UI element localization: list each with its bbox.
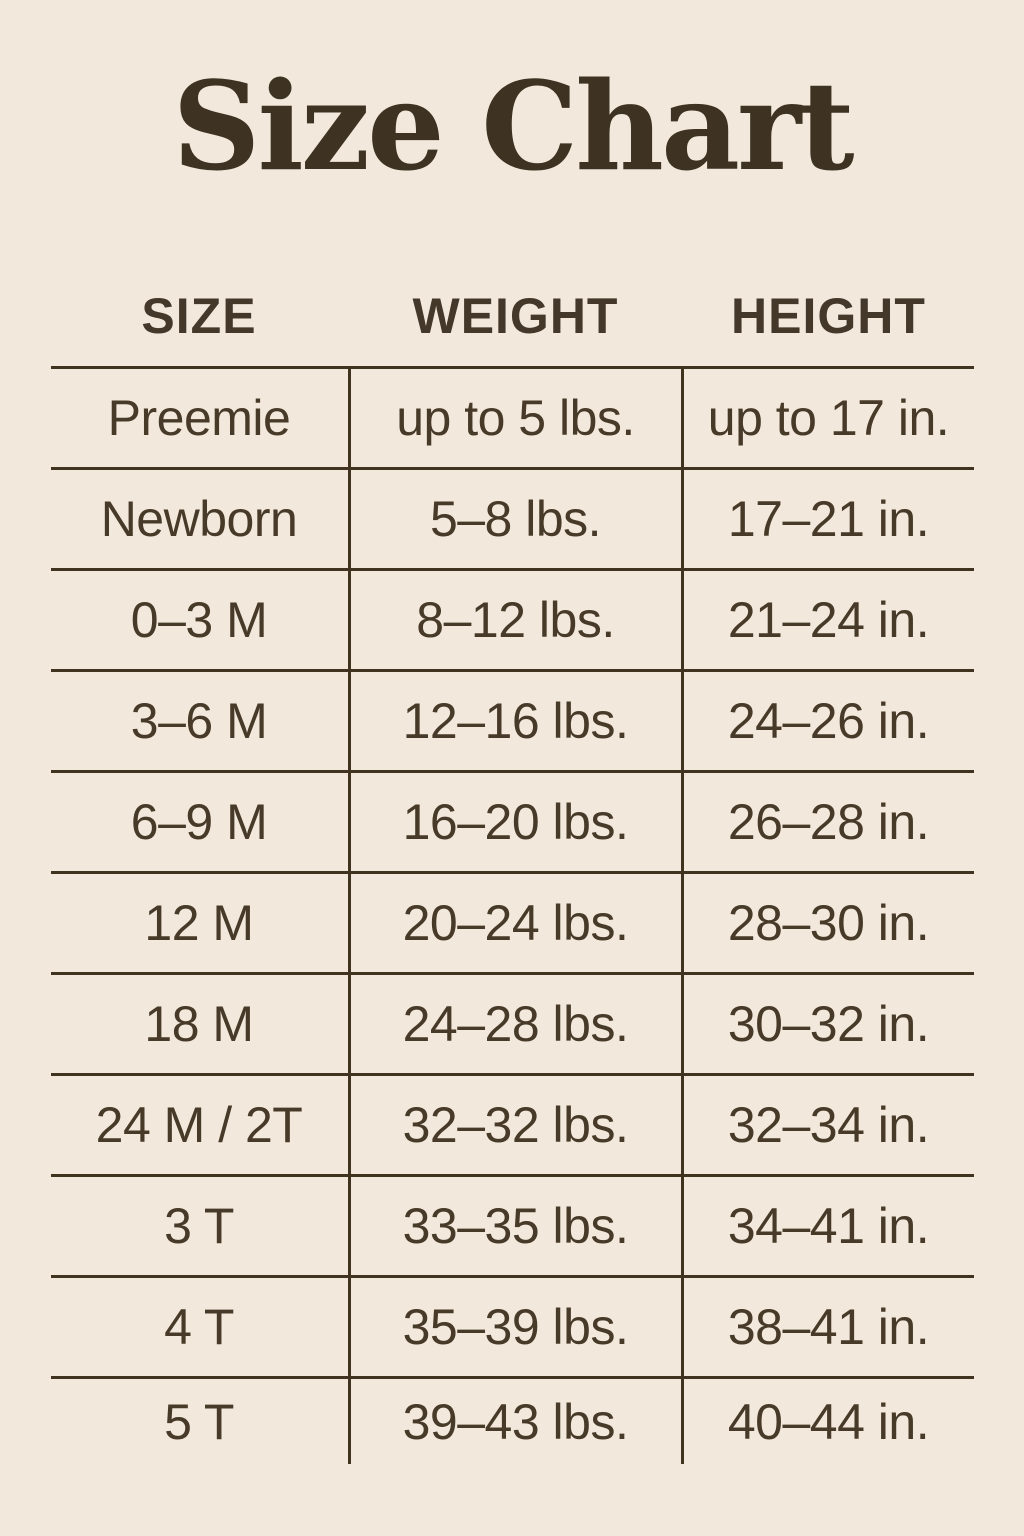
height-cell: 24–26 in. (727, 693, 930, 750)
weight-cell: 35–39 lbs. (347, 1278, 684, 1377)
table-row: 0–3 M 8–12 lbs. 21–24 in. (50, 568, 974, 670)
table-row: 5 T 39–43 lbs. 40–44 in. (50, 1376, 974, 1465)
column-header-weight: WEIGHT (412, 288, 619, 345)
size-cell: 5 T (164, 1393, 234, 1450)
table-row: 3–6 M 12–16 lbs. 24–26 in. (50, 669, 974, 771)
weight-cell: 32–32 lbs. (347, 1076, 684, 1175)
size-cell: 4 T (164, 1299, 234, 1356)
size-cell: 12 M (144, 895, 254, 952)
height-cell: 40–44 in. (727, 1393, 930, 1450)
weight-cell: 16–20 lbs. (347, 773, 684, 872)
height-cell: 32–34 in. (727, 1097, 930, 1154)
size-cell: 3–6 M (130, 693, 268, 750)
height-cell: 34–41 in. (727, 1198, 930, 1255)
height-cell: 26–28 in. (727, 794, 930, 851)
weight-cell: 5–8 lbs. (347, 470, 684, 569)
weight-cell: 20–24 lbs. (347, 874, 684, 973)
weight-cell: up to 5 lbs. (347, 369, 684, 468)
table-row: 12 M 20–24 lbs. 28–30 in. (50, 871, 974, 973)
size-cell: Newborn (100, 491, 298, 548)
size-cell: 6–9 M (130, 794, 268, 851)
column-header-height: HEIGHT (731, 288, 926, 345)
height-cell: 21–24 in. (727, 592, 930, 649)
table-row: 6–9 M 16–20 lbs. 26–28 in. (50, 770, 974, 872)
weight-cell: 39–43 lbs. (347, 1379, 684, 1465)
page-title: Size Chart (172, 54, 854, 198)
table-header-row: SIZE WEIGHT HEIGHT (51, 266, 974, 366)
table-row: 3 T 33–35 lbs. 34–41 in. (50, 1174, 974, 1276)
table-row: 18 M 24–28 lbs. 30–32 in. (50, 972, 974, 1074)
size-cell: 3 T (164, 1198, 234, 1255)
size-chart-table: SIZE WEIGHT HEIGHT Preemie up to 5 lbs. … (50, 266, 974, 1465)
table-row: Newborn 5–8 lbs. 17–21 in. (50, 467, 974, 569)
weight-cell: 33–35 lbs. (347, 1177, 684, 1276)
column-header-size: SIZE (141, 288, 257, 345)
table-row: Preemie up to 5 lbs. up to 17 in. (50, 366, 974, 468)
weight-cell: 12–16 lbs. (347, 672, 684, 771)
weight-cell: 24–28 lbs. (347, 975, 684, 1074)
table-row: 4 T 35–39 lbs. 38–41 in. (50, 1275, 974, 1377)
height-cell: 17–21 in. (727, 491, 930, 548)
height-cell: 28–30 in. (727, 895, 930, 952)
weight-cell: 8–12 lbs. (347, 571, 684, 670)
size-cell: 0–3 M (130, 592, 268, 649)
size-cell: 24 M / 2T (95, 1097, 303, 1154)
height-cell: up to 17 in. (707, 390, 950, 447)
size-cell: 18 M (144, 996, 254, 1053)
size-cell: Preemie (107, 390, 291, 447)
height-cell: 30–32 in. (727, 996, 930, 1053)
table-row: 24 M / 2T 32–32 lbs. 32–34 in. (50, 1073, 974, 1175)
height-cell: 38–41 in. (727, 1299, 930, 1356)
